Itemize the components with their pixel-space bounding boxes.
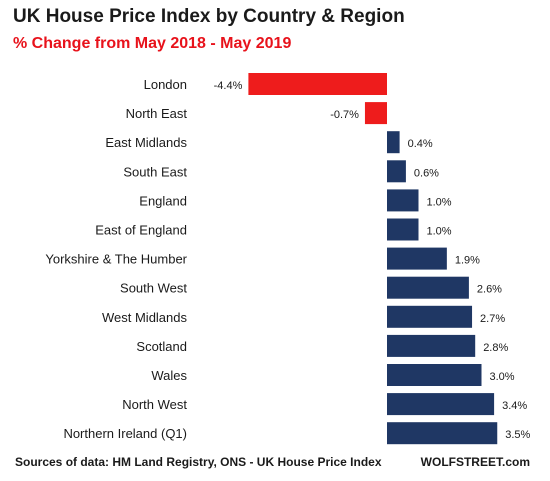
bar-south-west — [387, 276, 469, 299]
bar-northern-ireland-q1 — [387, 422, 498, 445]
bar-east-midlands — [387, 131, 400, 154]
value-label-northern-ireland-q1: 3.5% — [505, 429, 530, 441]
category-label-north-west: North West — [122, 397, 187, 412]
category-label-yorkshire-the-humber: Yorkshire & The Humber — [45, 252, 187, 267]
category-label-west-midlands: West Midlands — [102, 310, 188, 325]
brand-watermark: WOLFSTREET.com — [420, 455, 530, 469]
value-label-north-west: 3.4% — [502, 400, 527, 412]
category-label-east-midlands: East Midlands — [105, 135, 187, 150]
bar-wales — [387, 364, 482, 386]
category-label-london: London — [144, 77, 187, 92]
bar-north-east — [364, 102, 387, 125]
value-label-london: -4.4% — [214, 80, 243, 92]
value-label-south-west: 2.6% — [477, 284, 502, 296]
value-label-west-midlands: 2.7% — [480, 313, 505, 325]
value-label-north-east: -0.7% — [330, 109, 359, 121]
value-label-south-east: 0.6% — [414, 167, 439, 179]
bar-north-west — [387, 393, 495, 416]
bar-east-of-england — [387, 218, 419, 241]
bar-scotland — [387, 334, 476, 357]
category-label-wales: Wales — [151, 368, 187, 383]
category-label-england: England — [139, 193, 187, 208]
bar-south-east — [387, 160, 406, 183]
chart-subtitle: % Change from May 2018 - May 2019 — [13, 35, 292, 52]
bar-london — [248, 73, 387, 95]
category-label-scotland: Scotland — [136, 339, 187, 354]
category-label-east-of-england: East of England — [95, 223, 187, 238]
bar-yorkshire-the-humber — [387, 247, 447, 270]
value-label-yorkshire-the-humber: 1.9% — [455, 255, 480, 267]
data-source-note: Sources of data: HM Land Registry, ONS -… — [15, 455, 382, 469]
value-label-england: 1.0% — [427, 196, 452, 208]
value-label-east-of-england: 1.0% — [427, 226, 452, 238]
chart-title: UK House Price Index by Country & Region — [13, 6, 405, 27]
category-label-north-east: North East — [126, 106, 188, 121]
value-label-east-midlands: 0.4% — [408, 138, 433, 150]
bar-west-midlands — [387, 305, 473, 328]
value-label-scotland: 2.8% — [483, 342, 508, 354]
bar-england — [387, 189, 419, 212]
category-label-south-east: South East — [123, 164, 187, 179]
value-label-wales: 3.0% — [490, 371, 515, 383]
category-label-south-west: South West — [120, 281, 187, 296]
category-label-northern-ireland-q1: Northern Ireland (Q1) — [63, 426, 187, 441]
